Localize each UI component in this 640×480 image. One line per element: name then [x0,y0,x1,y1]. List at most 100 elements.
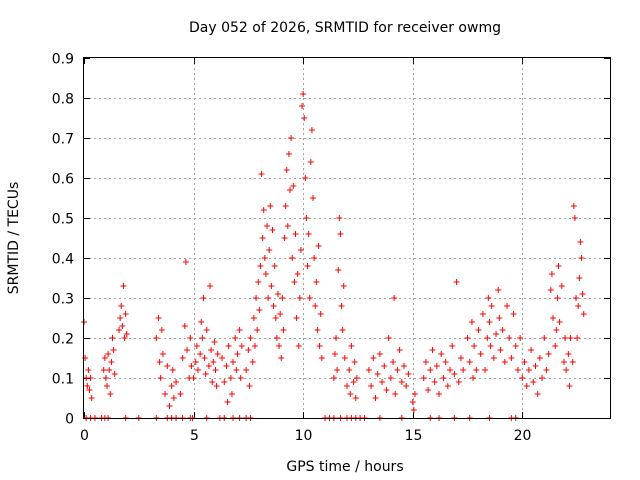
data-point [316,343,323,349]
data-point [118,303,125,309]
data-point [512,343,519,349]
data-point [497,347,504,353]
data-point [534,391,541,397]
data-point [262,271,269,277]
data-point [304,263,311,269]
data-point [317,311,324,317]
data-point [259,235,266,241]
y-tick-label: 0 [65,412,74,428]
data-point [287,187,294,193]
data-point [156,359,163,365]
y-tick-label: 0.7 [52,132,74,148]
data-point [574,335,581,341]
data-point [330,375,337,381]
data-point [575,303,582,309]
data-point [234,351,241,357]
data-point [228,391,235,397]
data-point [199,335,206,341]
data-point [523,383,530,389]
data-point [451,371,458,377]
data-point [514,367,521,373]
data-point [352,395,359,401]
x-tick-label: 5 [190,428,199,444]
data-point [214,351,221,357]
data-point [270,303,277,309]
data-point [205,363,212,369]
data-point [490,355,497,361]
data-point [102,375,109,381]
x-tick-label: 10 [295,428,313,444]
data-point [279,295,286,301]
data-point [276,343,283,349]
data-point [211,339,218,345]
data-point [213,383,220,389]
data-point [333,335,340,341]
data-point [508,355,515,361]
data-point [210,359,217,365]
data-point [341,355,348,361]
data-point [571,215,578,221]
data-point [365,367,372,373]
data-point [256,307,263,313]
data-point [471,343,478,349]
data-point [315,243,322,249]
data-point [232,335,239,341]
data-point [503,303,510,309]
data-point [479,311,486,317]
data-point [104,383,111,389]
data-point [238,343,245,349]
data-point [570,203,577,209]
data-point [84,383,91,389]
data-point [157,375,164,381]
data-point [554,295,561,301]
data-points [81,91,587,421]
data-point [372,395,379,401]
data-point [87,375,94,381]
data-point [285,151,292,157]
data-point [396,347,403,353]
data-point [283,167,290,173]
data-point [422,359,429,365]
data-point [308,127,315,133]
data-point [243,367,250,373]
data-point [192,359,199,365]
data-point [237,375,244,381]
data-point [280,327,287,333]
data-point [484,335,491,341]
data-point [166,403,173,409]
data-point [300,91,307,97]
y-tick-label: 0.8 [52,92,74,108]
y-tick-label: 0.9 [52,52,74,68]
data-point [411,391,418,397]
data-point [107,391,114,397]
data-point [460,367,467,373]
data-point [351,359,358,365]
data-point [565,351,572,357]
data-point [201,355,208,361]
data-point [249,359,256,365]
data-point [420,375,427,381]
data-point [550,315,557,321]
grid-layer [84,58,610,418]
data-point [221,379,228,385]
data-point [100,367,107,373]
data-point [496,315,503,321]
y-axis: 0 0.1 0.2 0.3 0.4 0.5 0.6 0.7 0.8 0.9 [52,52,610,428]
data-point [530,379,537,385]
y-tick-label: 0.1 [52,372,74,388]
data-point [403,383,410,389]
data-point [543,367,550,373]
data-point [212,367,219,373]
data-point [291,279,298,285]
data-point [517,335,524,341]
data-point [560,359,567,365]
data-point [164,363,171,369]
data-point [573,295,580,301]
data-point [261,255,268,261]
data-point [266,247,273,253]
data-point [173,379,180,385]
data-point [495,287,502,293]
data-point [269,227,276,233]
data-point [296,295,303,301]
